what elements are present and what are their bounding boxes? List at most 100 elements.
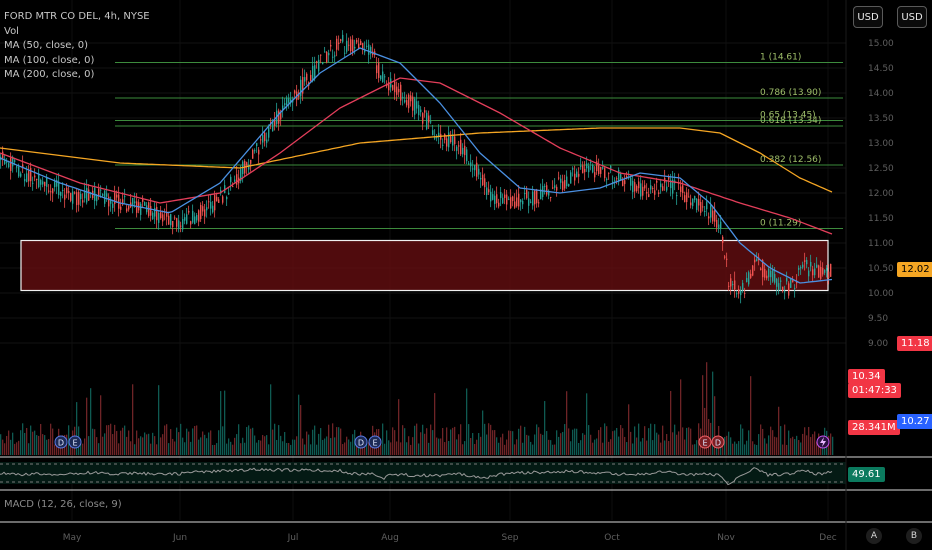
volume-bar <box>674 424 676 455</box>
earnings-marker[interactable]: E <box>368 435 382 449</box>
log-scale-button[interactable]: B <box>906 528 922 544</box>
candle-body <box>624 180 626 185</box>
candle-body <box>396 86 398 95</box>
candle-body <box>508 198 510 200</box>
volume-bar <box>172 438 174 455</box>
volume-bar <box>82 443 84 455</box>
dividend-marker[interactable]: D <box>711 435 725 449</box>
volume-bar <box>828 435 830 455</box>
volume-bar <box>166 424 168 455</box>
candle-body <box>730 278 732 287</box>
candle-body <box>802 264 804 268</box>
volume-bar <box>684 439 686 455</box>
volume-bar <box>384 443 386 455</box>
currency-button[interactable]: USD <box>853 6 883 28</box>
volume-bar <box>388 440 390 455</box>
candle-body <box>822 267 824 275</box>
candle-body <box>666 186 668 191</box>
candle-body <box>530 201 532 203</box>
lightning-marker[interactable] <box>816 435 830 449</box>
volume-bar <box>732 443 734 455</box>
volume-bar <box>226 443 228 455</box>
volume-bar <box>616 427 618 455</box>
auto-scale-button[interactable]: A <box>866 528 882 544</box>
y-tick-label: 12.00 <box>868 189 894 199</box>
candle-body <box>28 170 30 182</box>
fib-level-label: 0.618 (13.34) <box>760 116 821 126</box>
volume-bar <box>666 434 668 455</box>
volume-bar <box>748 430 750 455</box>
volume-bar <box>2 439 4 455</box>
y-tick-label: 14.50 <box>868 64 894 74</box>
volume-bar <box>116 431 118 455</box>
candle-body <box>290 99 292 103</box>
earnings-marker[interactable]: E <box>68 435 82 449</box>
volume-bar <box>260 440 262 455</box>
candle-body <box>442 144 444 146</box>
volume-bar <box>796 435 798 455</box>
volume-bar <box>462 444 464 455</box>
volume-bar <box>396 441 398 455</box>
volume-bar <box>438 438 440 455</box>
earnings-marker[interactable]: E <box>698 435 712 449</box>
volume-bar <box>258 440 260 455</box>
candle-body <box>784 291 786 293</box>
candle-body <box>166 211 168 217</box>
candle-body <box>352 39 354 54</box>
candle-body <box>518 193 520 207</box>
candle-body <box>556 186 558 191</box>
candle-body <box>50 191 52 193</box>
event-marker-letter: E <box>372 439 377 448</box>
volume-bar <box>110 423 112 455</box>
candle-body <box>512 196 514 202</box>
candle-body <box>584 168 586 173</box>
ma100-label[interactable]: MA (100, close, 0) <box>4 54 95 66</box>
volume-bar <box>30 425 32 455</box>
candle-body <box>578 173 580 177</box>
candle-body <box>602 167 604 169</box>
candle-body <box>414 98 416 115</box>
volume-label[interactable]: Vol <box>4 25 19 37</box>
symbol-label[interactable]: FORD MTR CO DEL, 4h, NYSE <box>4 11 150 22</box>
candle-body <box>516 197 518 207</box>
volume-bar <box>820 441 822 455</box>
candle-body <box>744 293 746 295</box>
candle-body <box>608 172 610 174</box>
ma50-label[interactable]: MA (50, close, 0) <box>4 40 89 51</box>
volume-bar <box>568 428 570 455</box>
volume-bar <box>496 437 498 455</box>
volume-bar <box>142 437 144 455</box>
candle-body <box>240 169 242 182</box>
candle-body <box>598 165 600 174</box>
candle-body <box>122 199 124 205</box>
volume-bar <box>516 439 518 455</box>
candle-body <box>462 147 464 155</box>
candle-body <box>662 186 664 191</box>
candle-body <box>496 194 498 204</box>
currency-button-2[interactable]: USD <box>897 6 927 28</box>
dividend-marker[interactable]: D <box>54 435 68 449</box>
volume-bar <box>42 434 44 455</box>
volume-bar <box>586 393 588 455</box>
dividend-marker[interactable]: D <box>354 435 368 449</box>
volume-bar <box>450 429 452 455</box>
ma200-label[interactable]: MA (200, close, 0) <box>4 69 95 80</box>
volume-bar <box>784 424 786 455</box>
candle-body <box>248 165 250 170</box>
volume-bar <box>138 438 140 455</box>
volume-bar <box>282 441 284 455</box>
candle-body <box>32 182 34 184</box>
volume-bar <box>132 384 134 455</box>
macd-label[interactable]: MACD (12, 26, close, 9) <box>4 499 122 510</box>
candle-body <box>184 217 186 221</box>
candle-body <box>468 163 470 165</box>
volume-bar <box>162 434 164 455</box>
candle-body <box>482 174 484 186</box>
volume-bar <box>198 439 200 455</box>
volume-bar <box>596 438 598 455</box>
candle-body <box>60 192 62 196</box>
volume-bar <box>416 423 418 455</box>
candle-body <box>692 198 694 207</box>
